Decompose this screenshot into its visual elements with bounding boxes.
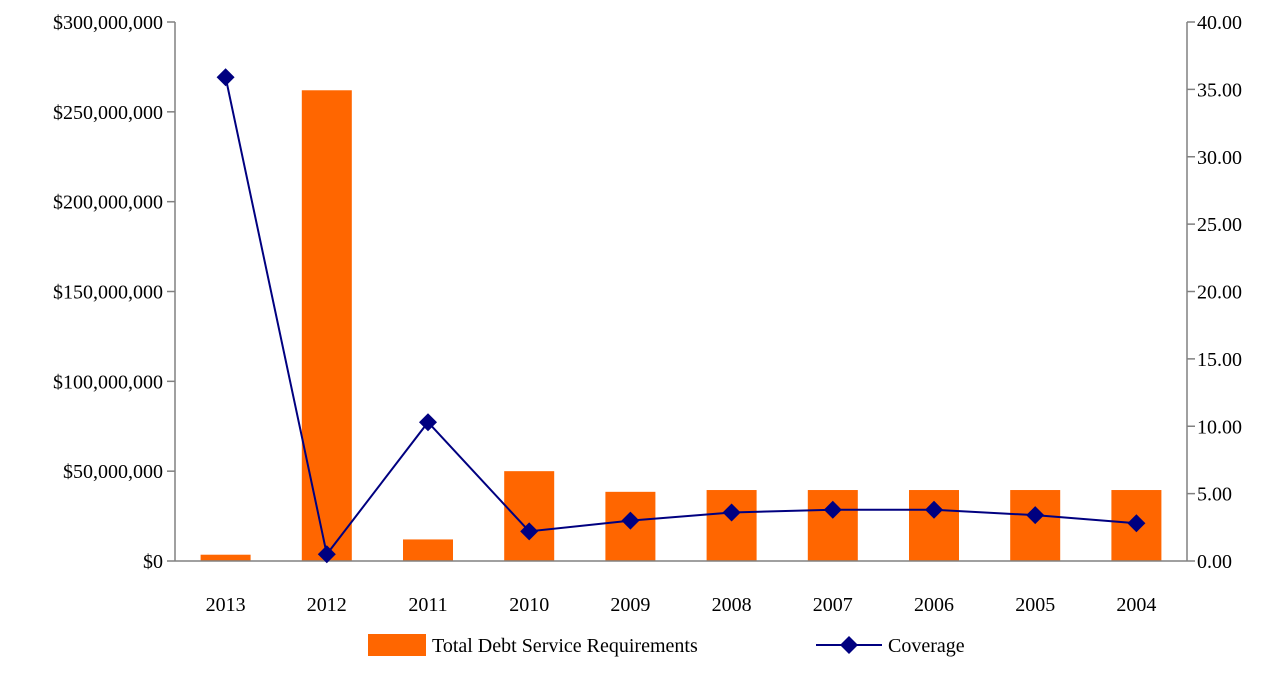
coverage-marker-2007 — [823, 500, 842, 519]
right-tick-label: 30.00 — [1197, 147, 1242, 169]
coverage-marker-2010 — [520, 522, 539, 541]
coverage-marker-2013 — [216, 68, 235, 87]
coverage-marker-2009 — [621, 511, 640, 530]
legend-label-debt-service: Total Debt Service Requirements — [432, 635, 698, 657]
bar-2006 — [909, 490, 959, 561]
axes: $0 $50,000,000 $100,000,000 $150,000,000 $20… — [53, 12, 1242, 616]
x-tick-label: 2013 — [206, 594, 246, 616]
x-tick-label: 2004 — [1116, 594, 1156, 616]
coverage-marker-2008 — [722, 503, 741, 522]
left-tick-label: $300,000,000 — [53, 12, 163, 34]
coverage-marker-2011 — [419, 413, 437, 432]
right-tick-label: 40.00 — [1197, 12, 1242, 34]
coverage-marker-2012 — [317, 545, 336, 564]
x-tick-label: 2012 — [307, 594, 347, 616]
legend: Total Debt Service Requirements Coverage — [368, 634, 965, 657]
bar-2007 — [807, 490, 858, 561]
x-tick-label: 2007 — [813, 594, 853, 616]
right-tick-label: 5.00 — [1197, 484, 1232, 506]
coverage-marker-2004 — [1127, 514, 1146, 533]
coverage-marker-2005 — [1026, 506, 1045, 525]
left-tick-label: $0 — [143, 551, 163, 573]
x-tick-label: 2008 — [712, 594, 752, 616]
bar-2005 — [1010, 490, 1061, 561]
left-tick-label: $100,000,000 — [53, 371, 163, 393]
right-tick-label: 20.00 — [1197, 282, 1242, 304]
left-tick-label: $50,000,000 — [63, 461, 163, 483]
left-tick-label: $250,000,000 — [53, 102, 163, 124]
bar-series — [200, 90, 1162, 562]
legend-diamond-icon — [840, 636, 858, 654]
right-tick-label: 15.00 — [1197, 349, 1242, 371]
coverage-line — [224, 77, 1137, 557]
bar-2010 — [504, 471, 555, 561]
legend-label-coverage: Coverage — [888, 635, 965, 657]
right-tick-label: 10.00 — [1197, 416, 1242, 438]
x-tick-label: 2009 — [610, 594, 650, 616]
legend-bar-swatch — [368, 634, 426, 656]
right-tick-label: 25.00 — [1197, 214, 1242, 236]
left-tick-label: $200,000,000 — [53, 192, 163, 214]
line-series — [216, 68, 1146, 564]
x-tick-label: 2011 — [408, 594, 447, 616]
bar-2013 — [200, 554, 251, 561]
right-tick-label: 35.00 — [1197, 79, 1242, 101]
bar-2008 — [706, 490, 757, 561]
x-tick-label: 2005 — [1015, 594, 1055, 616]
coverage-marker-2006 — [925, 500, 943, 519]
right-tick-label: 0.00 — [1197, 551, 1232, 573]
left-tick-label: $150,000,000 — [53, 282, 163, 304]
bar-2011 — [403, 539, 453, 561]
x-tick-label: 2006 — [914, 594, 954, 616]
bar-2012 — [301, 90, 352, 562]
x-tick-label: 2010 — [509, 594, 549, 616]
